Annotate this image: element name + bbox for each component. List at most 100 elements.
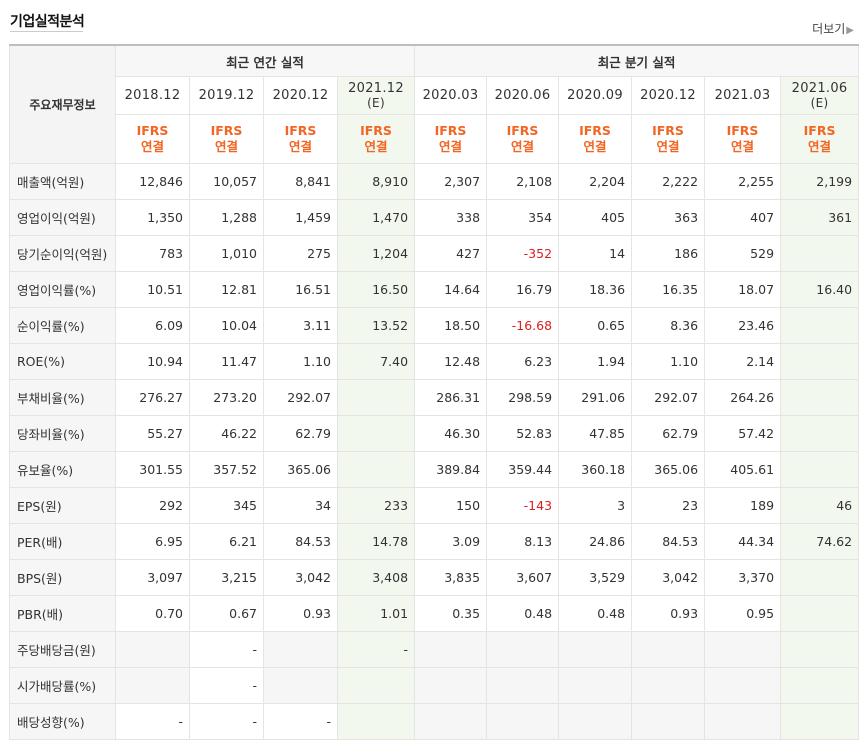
table-row: 시가배당률(%) - [9, 667, 860, 704]
table-row: 배당성향(%) - - - [9, 703, 860, 740]
ifrs-label: IFRS 연결 [780, 114, 860, 164]
period-header: 2020.03 [414, 76, 488, 115]
table-cell: 292.07 [263, 379, 338, 416]
table-cell [336, 415, 416, 452]
ifrs-label: IFRS 연결 [189, 114, 264, 164]
table-row: 유보율(%) 301.55 357.52 365.06 389.84 359.44 360.… [9, 451, 860, 488]
row-label: ROE(%) [9, 343, 116, 380]
table-cell: 7.40 [336, 343, 416, 380]
ifrs-line1: IFRS [360, 123, 392, 138]
row-label: PBR(배) [9, 595, 116, 632]
table-cell: 8.13 [486, 523, 560, 560]
table-cell: 1.94 [558, 343, 633, 380]
table-cell [336, 451, 416, 488]
period-label: 2021.12 [348, 80, 404, 96]
table-cell: 3,370 [704, 559, 782, 596]
table-cell: -16.68 [486, 307, 560, 344]
table-cell: 12,846 [115, 163, 190, 200]
row-label: 부채비율(%) [9, 379, 116, 416]
table-row: BPS(원) 3,097 3,215 3,042 3,408 3,835 3,607 3,52… [9, 559, 860, 596]
table-row: 영업이익(억원) 1,350 1,288 1,459 1,470 338 354 405 363… [9, 199, 860, 236]
table-cell: 354 [486, 199, 560, 236]
table-cell: 0.48 [558, 595, 633, 632]
table-cell: 3.11 [263, 307, 338, 344]
table-cell: 3,042 [631, 559, 706, 596]
ifrs-line1: IFRS [210, 123, 243, 138]
ifrs-line1: IFRS [652, 123, 684, 138]
table-cell [704, 667, 782, 704]
table-cell: 8.36 [631, 307, 706, 344]
table-cell: 6.21 [189, 523, 264, 560]
ifrs-label: IFRS 연결 [336, 114, 416, 164]
ifrs-line1: IFRS [506, 123, 539, 138]
table-cell: 11.47 [189, 343, 264, 380]
table-cell [486, 703, 560, 740]
table-cell: -352 [486, 235, 560, 272]
table-cell: 405 [558, 199, 633, 236]
table-cell: - [189, 631, 264, 668]
period-header: 2018.12 [115, 76, 190, 115]
ifrs-line2: 연결 [511, 139, 535, 154]
table-cell: 1.10 [631, 343, 706, 380]
table-cell: 6.23 [486, 343, 560, 380]
table-row: EPS(원) 292 345 34 233 150 -143 3 23 189 46 [9, 487, 860, 524]
table-cell [631, 703, 706, 740]
table-cell: 23.46 [704, 307, 782, 344]
ifrs-line2: 연결 [364, 139, 388, 154]
ifrs-label: IFRS 연결 [414, 114, 488, 164]
table-cell: 3,607 [486, 559, 560, 596]
table-cell [780, 595, 860, 632]
table-cell [486, 667, 560, 704]
table-cell: 84.53 [263, 523, 338, 560]
table-cell [780, 631, 860, 668]
table-cell: 301.55 [115, 451, 190, 488]
row-label: 순이익률(%) [9, 307, 116, 344]
table-cell: 0.48 [486, 595, 560, 632]
table-row: ROE(%) 10.94 11.47 1.10 7.40 12.48 6.23 1.94 1.1… [9, 343, 860, 380]
table-cell: 363 [631, 199, 706, 236]
table-cell: 357.52 [189, 451, 264, 488]
table-cell: 44.34 [704, 523, 782, 560]
table-cell: 13.52 [336, 307, 416, 344]
ifrs-label: IFRS 연결 [263, 114, 338, 164]
table-cell: 186 [631, 235, 706, 272]
more-label: 더보기 [812, 22, 846, 36]
row-label: PER(배) [9, 523, 116, 560]
table-cell: 291.06 [558, 379, 633, 416]
table-cell: 62.79 [263, 415, 338, 452]
table-cell: 275 [263, 235, 338, 272]
table-row: 영업이익률(%) 10.51 12.81 16.51 16.50 14.64 16.79 18… [9, 271, 860, 308]
table-cell [336, 379, 416, 416]
table-cell: 0.95 [704, 595, 782, 632]
period-header: 2021.03 [704, 76, 782, 115]
table-cell: 150 [414, 487, 488, 524]
table-cell [486, 631, 560, 668]
row-label: EPS(원) [9, 487, 116, 524]
table-cell: 3,097 [115, 559, 190, 596]
table-cell: 189 [704, 487, 782, 524]
table-cell: 16.40 [780, 271, 860, 308]
table-cell: 286.31 [414, 379, 488, 416]
table-cell: 34 [263, 487, 338, 524]
financial-table: 주요재무정보 최근 연간 실적 최근 분기 실적 2018.12 2019.12 2… [9, 44, 860, 740]
table-cell: 273.20 [189, 379, 264, 416]
table-cell: 0.70 [115, 595, 190, 632]
table-cell: 14.78 [336, 523, 416, 560]
table-cell: 6.09 [115, 307, 190, 344]
title-underline [10, 31, 83, 32]
table-cell: 3,215 [189, 559, 264, 596]
table-cell: 2,199 [780, 163, 860, 200]
table-cell: 361 [780, 199, 860, 236]
table-cell: 264.26 [704, 379, 782, 416]
more-link[interactable]: 더보기▶ [812, 20, 854, 37]
table-cell [780, 343, 860, 380]
table-cell [631, 667, 706, 704]
ifrs-line1: IFRS [284, 123, 317, 138]
table-cell [263, 631, 338, 668]
table-cell: 74.62 [780, 523, 860, 560]
table-cell: 0.35 [414, 595, 488, 632]
row-label: 유보율(%) [9, 451, 116, 488]
table-row: 당기순이익(억원) 783 1,010 275 1,204 427 -352 14 186 529 [9, 235, 860, 272]
table-cell [115, 667, 190, 704]
ifrs-line2: 연결 [583, 139, 607, 154]
